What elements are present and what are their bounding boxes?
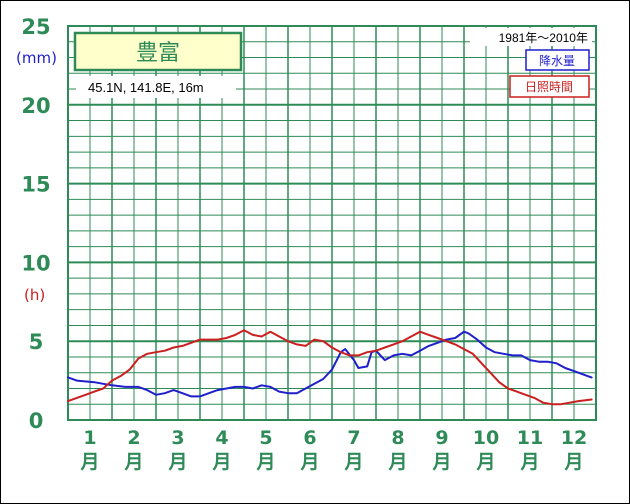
month-number-label: 1 bbox=[83, 427, 96, 449]
month-char-label: 月 bbox=[343, 451, 363, 473]
month-number-label: 3 bbox=[171, 427, 184, 449]
grid bbox=[67, 25, 597, 421]
month-number-label: 9 bbox=[435, 427, 448, 449]
precip-unit-label: (mm) bbox=[16, 49, 57, 67]
month-char-label: 月 bbox=[211, 451, 231, 473]
period-background bbox=[470, 28, 592, 46]
legend-sunshine-label: 日照時間 bbox=[525, 80, 573, 94]
month-char-label: 月 bbox=[255, 451, 275, 473]
series-layer bbox=[67, 329, 593, 406]
month-number-label: 6 bbox=[303, 427, 316, 449]
month-char-label: 月 bbox=[123, 451, 143, 473]
y-axis-ticks: 0 5 10 15 20 25 bbox=[21, 15, 50, 433]
month-number-label: 11 bbox=[517, 427, 543, 449]
sunshine-unit-label: (h) bbox=[24, 286, 45, 304]
period-label: 1981年〜2010年 bbox=[499, 31, 588, 45]
month-number-label: 10 bbox=[473, 427, 499, 449]
y-tick-label: 5 bbox=[29, 330, 44, 354]
y-tick-label: 0 bbox=[29, 409, 44, 433]
month-char-label: 月 bbox=[475, 451, 495, 473]
month-char-label: 月 bbox=[563, 451, 583, 473]
legend-precipitation-label: 降水量 bbox=[539, 54, 575, 68]
y-tick-label: 25 bbox=[21, 15, 50, 39]
y-tick-label: 20 bbox=[21, 94, 50, 118]
month-number-label: 8 bbox=[391, 427, 404, 449]
month-char-label: 月 bbox=[387, 451, 407, 473]
coords-background bbox=[76, 76, 236, 98]
month-number-label: 12 bbox=[561, 427, 587, 449]
month-char-label: 月 bbox=[431, 451, 451, 473]
month-number-label: 5 bbox=[259, 427, 272, 449]
y-tick-label: 10 bbox=[21, 251, 50, 275]
station-box: 豊富 bbox=[73, 31, 243, 72]
y-tick-label: 15 bbox=[21, 173, 50, 197]
legend-precipitation: 降水量 bbox=[525, 49, 590, 71]
month-number-label: 7 bbox=[347, 427, 360, 449]
month-number-label: 2 bbox=[127, 427, 140, 449]
station-name: 豊富 bbox=[136, 41, 180, 66]
month-char-label: 月 bbox=[299, 451, 319, 473]
sunshine-line bbox=[67, 329, 593, 406]
month-number-label: 4 bbox=[215, 427, 228, 449]
month-char-label: 月 bbox=[519, 451, 539, 473]
station-coordinates: 45.1N, 141.8E, 16m bbox=[88, 80, 204, 95]
legend-sunshine: 日照時間 bbox=[509, 75, 590, 98]
plot-area-border bbox=[67, 25, 597, 421]
month-char-label: 月 bbox=[79, 451, 99, 473]
month-char-label: 月 bbox=[167, 451, 187, 473]
